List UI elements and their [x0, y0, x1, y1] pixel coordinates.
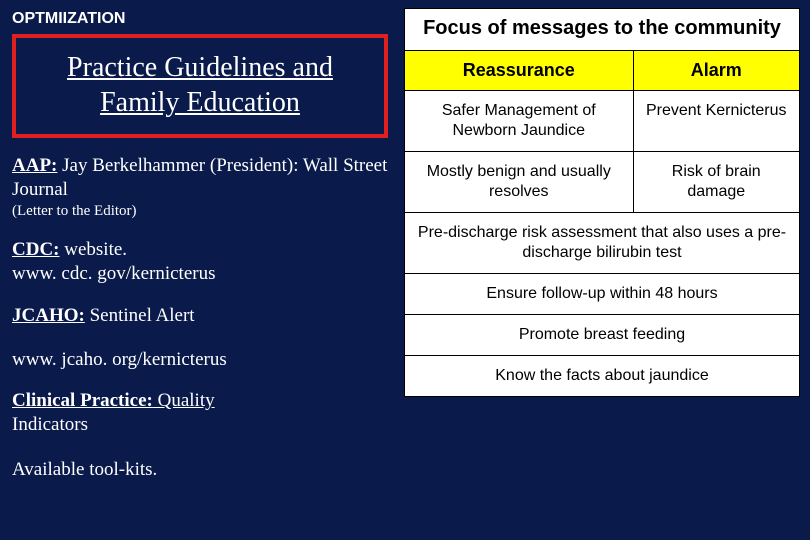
aap-sub: (Letter to the Editor): [12, 202, 388, 221]
cdc-url: www. cdc. gov/kernicterus: [12, 262, 388, 286]
col-reassurance: Reassurance: [405, 51, 634, 90]
jcaho-url: www. jcaho. org/kernicterus: [12, 348, 388, 372]
cell: Safer Management of Newborn Jaundice: [405, 91, 634, 151]
entry-cdc: CDC: website. www. cdc. gov/kernicterus: [12, 238, 388, 286]
cdc-lead: CDC:: [12, 239, 60, 260]
focus-table: Focus of messages to the community Reass…: [404, 8, 800, 397]
cdc-body: website.: [60, 239, 128, 260]
table-header-row: Reassurance Alarm: [405, 51, 799, 91]
slide-title: Practice Guidelines and Family Education: [24, 50, 376, 120]
table-title: Focus of messages to the community: [405, 9, 799, 51]
clinical-body-u: Quality: [153, 390, 215, 411]
table-row-full: Know the facts about jaundice: [405, 356, 799, 396]
clinical-lead: Clinical Practice:: [12, 390, 153, 411]
cell: Know the facts about jaundice: [405, 356, 799, 396]
aap-body: Jay Berkelhammer (President): Wall Stree…: [12, 155, 387, 200]
cell: Ensure follow-up within 48 hours: [405, 274, 799, 314]
jcaho-lead: JCAHO:: [12, 305, 85, 326]
cutoff-text: Available tool-kits.: [12, 459, 388, 481]
table-row-full: Promote breast feeding: [405, 315, 799, 356]
optim-label: OPTMIIZATION: [12, 10, 388, 28]
clinical-body-rest: Indicators: [12, 413, 388, 437]
table-row-full: Pre-discharge risk assessment that also …: [405, 213, 799, 274]
cell: Prevent Kernicterus: [634, 91, 799, 151]
table-row: Safer Management of Newborn Jaundice Pre…: [405, 91, 799, 152]
left-panel: OPTMIIZATION Practice Guidelines and Fam…: [0, 0, 400, 540]
cell: Risk of brain damage: [634, 152, 799, 212]
aap-lead: AAP:: [12, 155, 57, 176]
entry-jcaho: JCAHO: Sentinel Alert: [12, 304, 388, 328]
cell: Mostly benign and usually resolves: [405, 152, 634, 212]
table-row-full: Ensure follow-up within 48 hours: [405, 274, 799, 315]
col-alarm: Alarm: [634, 51, 799, 90]
right-panel: Focus of messages to the community Reass…: [400, 0, 810, 540]
entry-aap: AAP: Jay Berkelhammer (President): Wall …: [12, 154, 388, 220]
title-box: Practice Guidelines and Family Education: [12, 34, 388, 138]
cell: Promote breast feeding: [405, 315, 799, 355]
jcaho-body: Sentinel Alert: [85, 305, 195, 326]
entry-clinical: Clinical Practice: Quality Indicators: [12, 389, 388, 437]
table-row: Mostly benign and usually resolves Risk …: [405, 152, 799, 213]
cell: Pre-discharge risk assessment that also …: [405, 213, 799, 273]
